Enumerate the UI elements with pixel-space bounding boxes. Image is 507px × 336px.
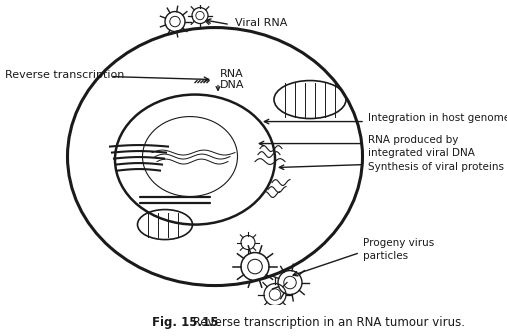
Text: Fig. 15.15: Fig. 15.15 xyxy=(152,316,219,329)
Text: RNA: RNA xyxy=(220,69,244,79)
Text: Progeny virus
particles: Progeny virus particles xyxy=(363,238,434,261)
Text: Reverse transcription: Reverse transcription xyxy=(5,70,124,80)
Text: DNA: DNA xyxy=(220,80,244,90)
Text: Reverse transcription in an RNA tumour virus.: Reverse transcription in an RNA tumour v… xyxy=(189,316,464,329)
Text: Synthesis of viral proteins (capsid): Synthesis of viral proteins (capsid) xyxy=(368,162,507,172)
Text: Viral RNA: Viral RNA xyxy=(235,17,287,28)
Text: RNA produced by
integrated viral DNA: RNA produced by integrated viral DNA xyxy=(368,135,475,158)
Text: Integration in host genome: Integration in host genome xyxy=(368,113,507,123)
